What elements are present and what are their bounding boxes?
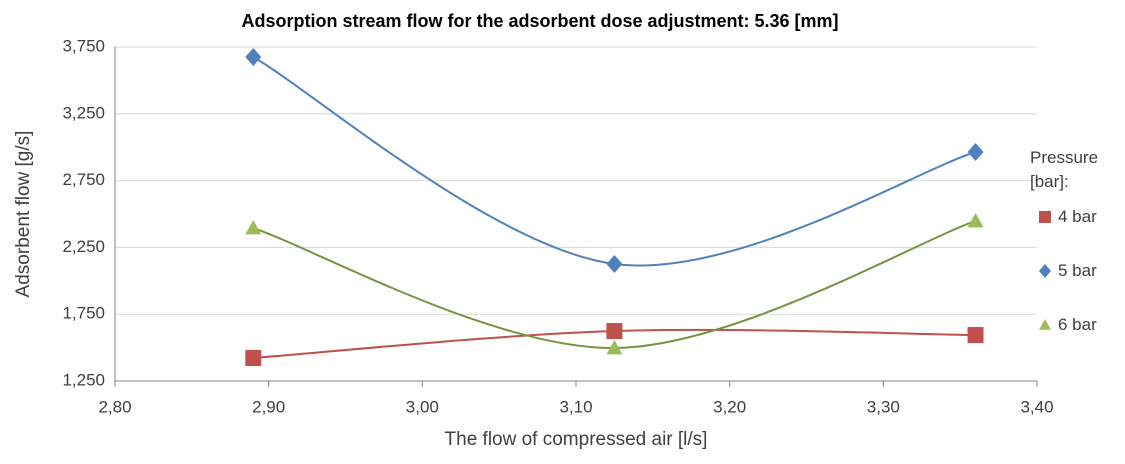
- x-tick-label: 3,40: [1020, 397, 1053, 416]
- marker: [1039, 319, 1051, 330]
- legend-label: 6 bar: [1058, 315, 1097, 334]
- x-tick-label: 2,90: [252, 397, 285, 416]
- x-tick-label: 2,80: [98, 397, 131, 416]
- y-tick-label: 3,750: [62, 36, 105, 55]
- legend-label: 4 bar: [1058, 207, 1097, 226]
- legend: Pressure [bar]: 4 bar 5 bar 6 bar: [1030, 146, 1125, 366]
- y-tick-label: 1,250: [62, 370, 105, 389]
- legend-item: 6 bar: [1038, 312, 1125, 338]
- marker: [245, 48, 262, 67]
- legend-item: 5 bar: [1038, 258, 1125, 284]
- y-tick-label: 1,750: [62, 304, 105, 323]
- marker: [245, 220, 262, 235]
- y-tick-label: 2,750: [62, 170, 105, 189]
- x-tick-label: 3,20: [713, 397, 746, 416]
- x-axis-label: The flow of compressed air [l/s]: [445, 429, 708, 450]
- x-tick-label: 3,30: [867, 397, 900, 416]
- x-tick-label: 3,00: [406, 397, 439, 416]
- legend-swatch: [1039, 264, 1051, 278]
- legend-swatch: [1039, 319, 1051, 330]
- legend-item: 4 bar: [1038, 204, 1125, 230]
- marker: [245, 350, 262, 367]
- marker: [1039, 264, 1051, 278]
- legend-label: 5 bar: [1058, 261, 1097, 280]
- marker: [606, 254, 623, 273]
- chart-title: Adsorption stream flow for the adsorbent…: [241, 11, 838, 31]
- y-tick-label: 3,250: [62, 103, 105, 122]
- legend-swatch: [1039, 211, 1051, 223]
- marker: [967, 327, 984, 344]
- marker: [606, 340, 623, 355]
- marker: [606, 323, 623, 340]
- marker: [1039, 211, 1051, 223]
- legend-title: Pressure [bar]:: [1030, 148, 1099, 191]
- y-tick-label: 2,250: [62, 237, 105, 256]
- marker: [967, 212, 984, 228]
- y-axis-label: Adsorbent flow [g/s]: [13, 131, 34, 298]
- series-line: [252, 56, 976, 267]
- marker: [967, 143, 984, 162]
- x-tick-label: 3,10: [559, 397, 592, 416]
